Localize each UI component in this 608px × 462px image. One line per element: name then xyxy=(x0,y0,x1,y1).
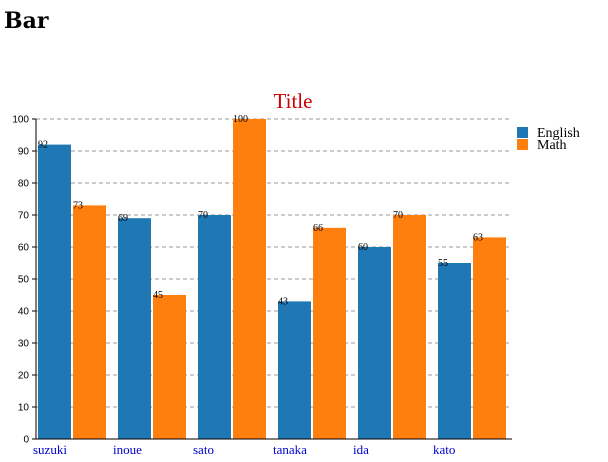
data-label: 70 xyxy=(198,210,208,221)
y-tick-label: 10 xyxy=(18,403,30,414)
y-tick-label: 40 xyxy=(18,307,30,318)
data-label: 55 xyxy=(438,258,448,269)
data-label: 100 xyxy=(233,114,248,125)
y-tick-label: 80 xyxy=(18,179,30,190)
axes: 0 10 20 30 40 50 60 70 80 90 100 suzuki inoue sato tan… xyxy=(12,115,512,457)
data-label: 63 xyxy=(473,232,483,243)
bar-math-inoue xyxy=(153,295,186,439)
data-label: 43 xyxy=(278,296,288,307)
legend-label: Math xyxy=(537,138,567,153)
data-label: 66 xyxy=(313,223,323,234)
x-tick-label: sato xyxy=(193,442,214,457)
y-tick-label: 100 xyxy=(12,115,29,126)
data-label: 73 xyxy=(73,200,83,211)
y-tick-label: 30 xyxy=(18,339,30,350)
y-tick-label: 0 xyxy=(23,435,29,446)
x-tick-label: tanaka xyxy=(273,442,307,457)
bar-english-suzuki xyxy=(38,144,71,439)
legend-swatch xyxy=(517,139,528,150)
bar-math-tanaka xyxy=(313,227,346,439)
x-tick-label: kato xyxy=(433,442,455,457)
bar-math-suzuki xyxy=(73,205,106,439)
y-tick-label: 20 xyxy=(18,371,30,382)
y-tick-label: 60 xyxy=(18,243,30,254)
bar-english-kato xyxy=(438,263,471,439)
data-label: 92 xyxy=(38,140,48,151)
x-tick-label: ida xyxy=(353,442,369,457)
bar-english-inoue xyxy=(118,218,151,439)
x-tick-label: suzuki xyxy=(33,442,67,457)
data-label: 70 xyxy=(393,210,403,221)
legend-label: English xyxy=(537,126,580,141)
bar-english-sato xyxy=(198,215,231,439)
bars xyxy=(38,119,506,439)
data-label: 45 xyxy=(153,290,163,301)
y-tick-label: 50 xyxy=(18,275,30,286)
legend-swatch xyxy=(517,127,528,138)
bar-english-tanaka xyxy=(278,301,311,439)
chart-title: Title xyxy=(274,89,313,113)
data-label: 60 xyxy=(358,242,368,253)
value-labels: 92 73 69 45 70 100 43 66 60 70 55 63 xyxy=(38,114,483,307)
bar-math-ida xyxy=(393,215,426,439)
x-tick-label: inoue xyxy=(113,442,142,457)
bar-math-sato xyxy=(233,119,266,439)
data-label: 69 xyxy=(118,213,128,224)
page-heading: Bar xyxy=(4,8,49,34)
y-tick-label: 70 xyxy=(18,211,30,222)
grid-lines xyxy=(36,118,512,408)
bar-english-ida xyxy=(358,247,391,439)
bar-math-kato xyxy=(473,237,506,439)
y-tick-label: 90 xyxy=(18,147,30,158)
